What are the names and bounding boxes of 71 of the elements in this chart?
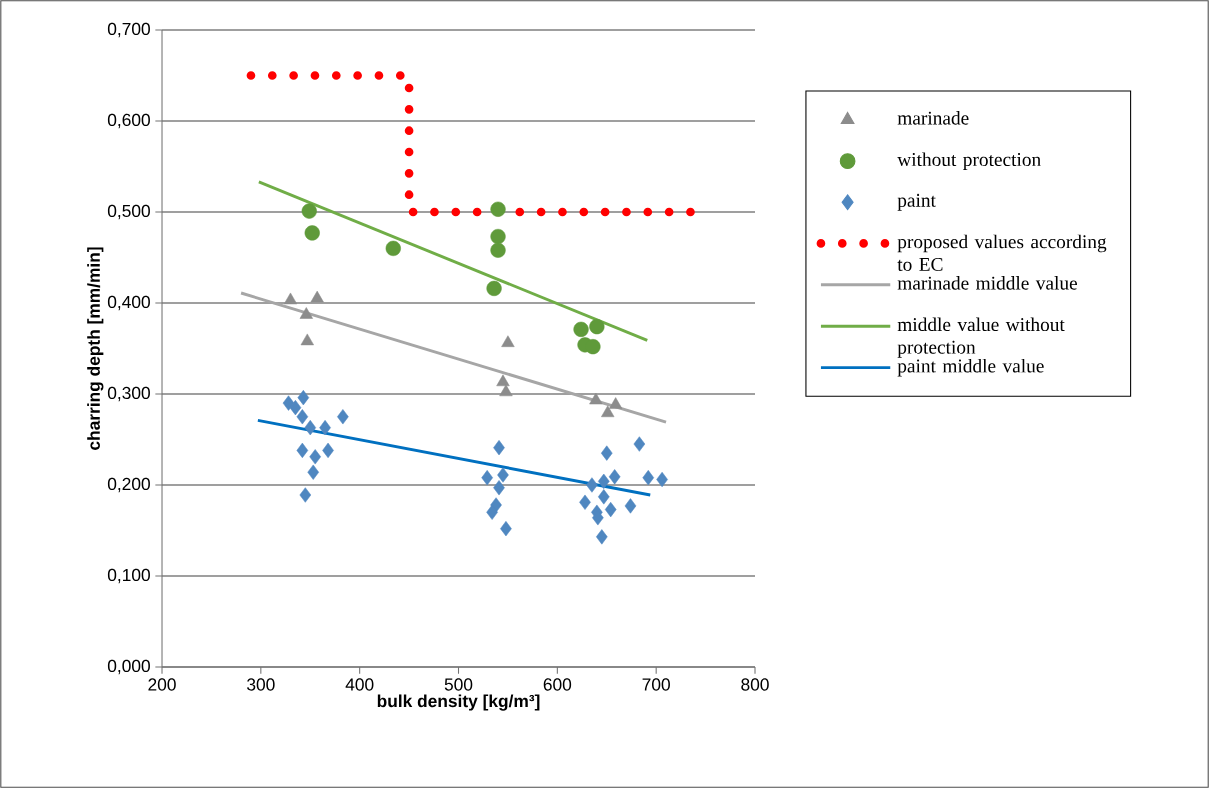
point	[624, 498, 637, 514]
point	[490, 201, 506, 217]
legend-label: marinade	[897, 111, 969, 125]
x-tick-label: 700	[642, 678, 670, 691]
y-tick-label: 0,100	[107, 568, 150, 584]
point	[486, 280, 502, 297]
point	[499, 384, 513, 397]
y-tick-label: 0,700	[107, 22, 150, 38]
x-tick-label: 200	[148, 678, 176, 691]
y-tick-label: 0,200	[107, 477, 150, 493]
point	[496, 374, 510, 387]
point	[307, 464, 319, 480]
y-tick-label: 0,300	[107, 386, 150, 402]
point	[481, 470, 493, 486]
point	[322, 442, 334, 459]
point	[586, 477, 598, 493]
x-tick-label: 500	[444, 678, 473, 691]
point	[500, 521, 512, 537]
point	[601, 405, 615, 418]
point	[579, 494, 591, 510]
point	[299, 487, 312, 503]
point	[596, 529, 608, 545]
point	[319, 420, 331, 436]
point	[600, 445, 613, 461]
y-axis-title: charring depth [mm/min]	[87, 247, 104, 450]
point	[633, 436, 646, 452]
y-tick-label: 0,500	[107, 204, 150, 220]
point	[296, 409, 309, 425]
point	[598, 489, 610, 505]
x-tick-label: 300	[247, 678, 275, 691]
point	[501, 335, 515, 347]
y-tick-label: 0,000	[107, 659, 150, 675]
point	[486, 504, 498, 520]
y-tick-label: 0,600	[107, 113, 150, 129]
point	[609, 397, 623, 409]
legend-label: paint middle value	[897, 358, 1044, 377]
x-tick-label: 600	[543, 678, 572, 691]
legend-label: paint	[897, 193, 936, 211]
legend-label: without protection	[897, 152, 1041, 170]
point	[289, 400, 302, 416]
point	[300, 333, 314, 346]
point	[283, 292, 298, 305]
point	[297, 390, 310, 406]
point	[301, 203, 317, 219]
point	[598, 473, 610, 489]
point	[385, 240, 401, 256]
point	[493, 480, 505, 496]
point	[656, 471, 668, 488]
point	[304, 225, 320, 241]
point	[309, 449, 321, 465]
x-axis-title: bulk density [kg/m³]	[377, 694, 540, 711]
point	[573, 321, 589, 337]
point	[493, 440, 505, 456]
point	[296, 442, 309, 459]
point	[337, 409, 349, 425]
point	[490, 242, 506, 258]
point	[589, 319, 605, 335]
point	[604, 501, 617, 518]
point	[304, 420, 317, 436]
point	[585, 339, 601, 355]
point	[310, 290, 324, 303]
legend-label: marinade middle value	[897, 276, 1077, 290]
y-tick-label: 0,400	[107, 295, 150, 311]
point	[490, 228, 506, 245]
x-tick-label: 400	[345, 678, 374, 691]
point	[589, 392, 603, 405]
point	[608, 469, 621, 485]
point	[642, 470, 655, 486]
x-tick-label: 800	[741, 678, 769, 691]
point	[497, 467, 509, 483]
point	[299, 307, 313, 319]
